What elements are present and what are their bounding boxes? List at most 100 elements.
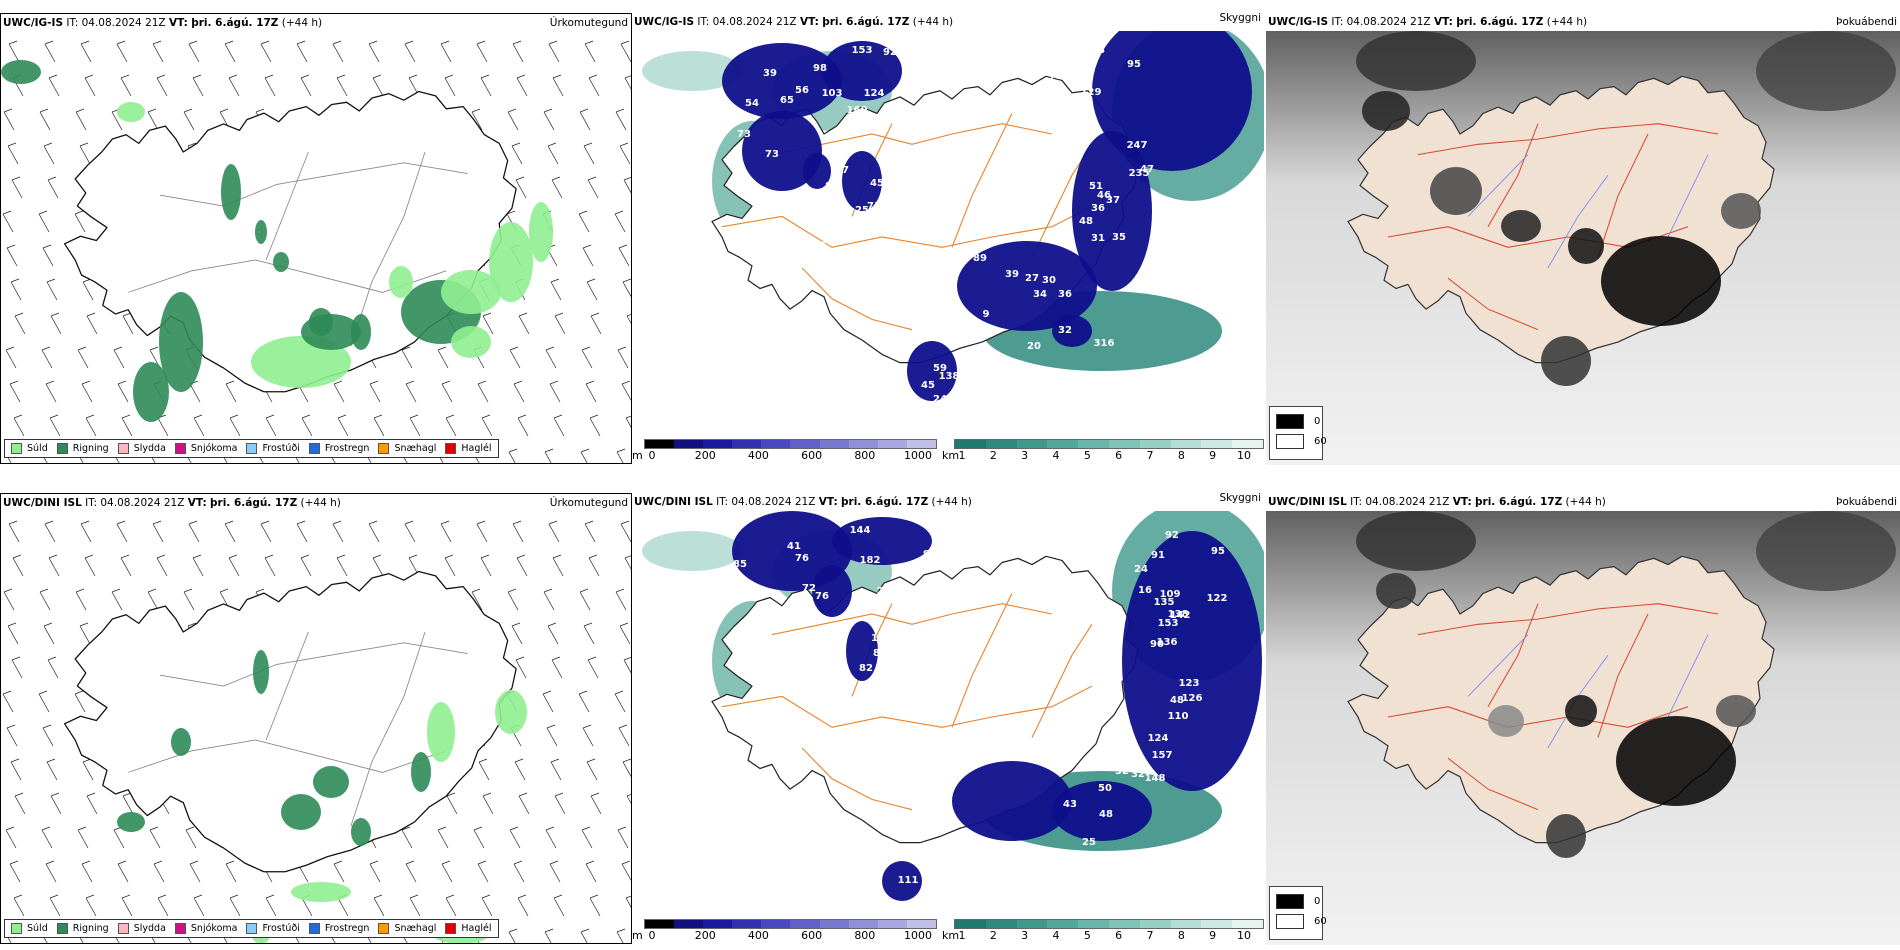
wind-barb-flag <box>43 142 53 147</box>
wind-barb <box>301 417 313 437</box>
wind-barb <box>117 863 129 883</box>
wind-barb <box>81 863 93 883</box>
wind-barb-flag <box>192 554 202 559</box>
wind-barb <box>624 557 631 570</box>
legend-label: Súld <box>27 923 48 934</box>
cloud-base-label: 25 <box>855 205 869 216</box>
colorbar-tick: 800 <box>854 449 876 462</box>
wind-barb-flag <box>10 278 20 283</box>
wind-barb <box>578 213 590 233</box>
wind-barb <box>77 829 89 849</box>
low-cloud-area <box>1092 31 1252 171</box>
wind-barb-flag <box>587 176 597 181</box>
fog-legend-label: 60 <box>1314 436 1327 447</box>
wind-barb-flag <box>518 312 528 317</box>
wind-barb-flag <box>554 312 564 317</box>
wind-barb <box>584 43 596 63</box>
wind-barb <box>192 77 204 97</box>
colorbar-bin <box>819 440 849 448</box>
wind-barb-flag <box>507 588 517 593</box>
cloud-base-label: 59 <box>843 123 857 134</box>
wind-barb-flag <box>517 894 527 899</box>
fog-areas <box>1376 573 1756 858</box>
wind-barb-flag <box>224 520 234 525</box>
road <box>1417 123 1719 156</box>
colorbar-tick: 400 <box>747 929 769 942</box>
legend-label: Súld <box>27 443 48 454</box>
wind-barb-flag <box>225 380 235 385</box>
road <box>1447 757 1539 811</box>
wind-barb <box>482 315 494 335</box>
wind-barb <box>153 863 165 883</box>
low-visibility-area <box>642 51 742 91</box>
wind-barb <box>368 523 380 543</box>
wind-barb-flag <box>193 894 203 899</box>
wind-barb <box>42 727 54 747</box>
wind-barb-flag <box>187 142 197 147</box>
wind-barb-flag <box>296 520 306 525</box>
wind-barb-flag <box>113 346 123 351</box>
wind-barb <box>620 43 631 63</box>
panel-title: Þokuábendi <box>1836 16 1897 28</box>
fog-area <box>1541 336 1591 386</box>
precip-area <box>117 102 145 122</box>
wind-barb-flag <box>49 894 59 899</box>
wind-barb <box>11 179 23 199</box>
legend-swatch <box>246 443 258 454</box>
cloud-base-label: 48 <box>1079 216 1093 227</box>
cloud-base-label: 14 <box>821 235 835 246</box>
wind-barb-flag <box>369 860 379 865</box>
wind-barb <box>373 417 385 437</box>
colorbar-tick: 0 <box>648 449 656 462</box>
wind-barb-flag <box>579 108 589 113</box>
wind-barb-flag <box>8 40 18 45</box>
cloud-base-label: 85 <box>733 559 747 570</box>
wind-barb-flag <box>149 346 159 351</box>
road <box>1387 706 1689 728</box>
road <box>1417 603 1719 636</box>
road <box>350 631 426 827</box>
wind-barb-flag <box>372 554 382 559</box>
wind-barb <box>337 897 349 917</box>
wind-barb-flag <box>9 860 19 865</box>
wind-barb-flag <box>551 656 561 661</box>
wind-barb <box>550 281 562 301</box>
colorbar-tick: 200 <box>694 449 716 462</box>
cloud-panel-row1: UWC/IG-IS IT: 04.08.2024 21Z VT: þri. 6.… <box>632 13 1264 465</box>
cloud-base-label: 2 <box>877 586 884 597</box>
wind-barb-flag <box>440 40 450 45</box>
road <box>1447 277 1539 331</box>
cloud-base-label: 157 <box>1152 750 1173 761</box>
wind-barb <box>9 863 21 883</box>
legend-label: Frostúði <box>262 443 300 454</box>
wind-barb-flag <box>582 244 592 249</box>
wind-barb <box>587 179 599 199</box>
cloud-base-label: 20 <box>1027 341 1041 352</box>
wind-barb <box>589 417 601 437</box>
wind-barb-flag <box>7 622 17 627</box>
cloud-base-label: 46 <box>1048 120 1062 131</box>
precip-legend-item: Haglél <box>445 923 492 934</box>
wind-barb <box>404 43 416 63</box>
river <box>1667 634 1709 718</box>
fog-area <box>1546 814 1586 858</box>
colorbar-tick: 6 <box>1115 449 1123 462</box>
wind-barb-flag <box>409 414 419 419</box>
wind-barb <box>157 417 169 437</box>
colorbar-bin <box>732 440 762 448</box>
colorbar-tick: 1 <box>958 449 966 462</box>
wind-barb <box>192 557 204 577</box>
wind-barb <box>581 349 593 369</box>
wind-barb <box>43 625 55 645</box>
low-cloud-area <box>907 341 957 401</box>
cloud-base-label: 39 <box>763 68 777 79</box>
precip-map-svg <box>2 520 631 943</box>
legend-swatch <box>378 923 390 934</box>
fog-area <box>1721 193 1761 229</box>
wind-barb-flag <box>404 520 414 525</box>
wind-barb <box>189 863 201 883</box>
cloud-base-label: 35 <box>903 902 917 913</box>
wind-barb-flag <box>120 554 130 559</box>
wind-barb <box>516 557 528 577</box>
legend-swatch <box>445 443 457 454</box>
